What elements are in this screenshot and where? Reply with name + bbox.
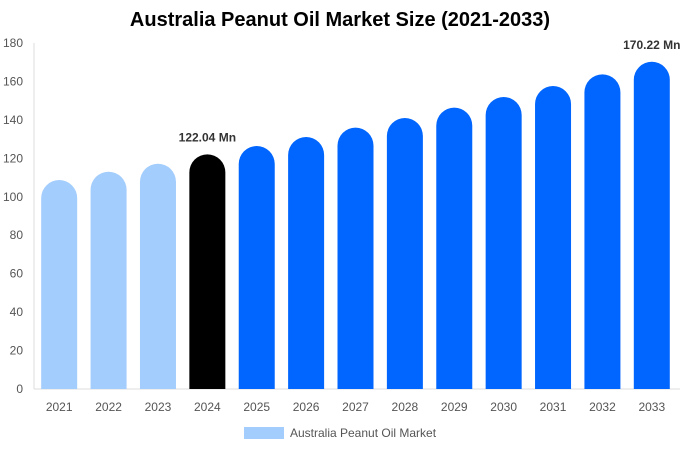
x-tick-label: 2031: [540, 400, 567, 414]
y-tick-label: 80: [10, 228, 24, 242]
bar-2028: [386, 117, 423, 389]
data-label: 170.22 Mn: [623, 38, 680, 52]
legend-swatch: [243, 427, 284, 439]
bar-2032: [584, 74, 621, 390]
y-tick-label: 180: [3, 36, 23, 50]
x-tick-label: 2029: [441, 400, 468, 414]
x-tick-label: 2026: [293, 400, 320, 414]
y-tick-label: 20: [10, 344, 24, 358]
y-tick-label: 140: [3, 113, 23, 127]
x-tick-label: 2023: [145, 400, 172, 414]
data-label: 122.04 Mn: [179, 130, 236, 144]
legend-label: Australia Peanut Oil Market: [289, 426, 437, 440]
bar-2026: [288, 136, 325, 389]
x-tick-label: 2024: [194, 400, 221, 414]
x-tick-label: 2027: [342, 400, 369, 414]
bar-2027: [337, 127, 374, 390]
bar-2030: [485, 97, 522, 389]
x-tick-label: 2032: [589, 400, 616, 414]
x-tick-label: 2033: [638, 400, 665, 414]
y-tick-label: 0: [16, 382, 23, 396]
bar-2023: [139, 163, 176, 389]
bar-2029: [436, 107, 473, 389]
chart-title: Australia Peanut Oil Market Size (2021-2…: [129, 9, 551, 31]
x-tick-label: 2030: [490, 400, 517, 414]
bar-2024: [189, 154, 226, 389]
x-tick-label: 2021: [46, 400, 73, 414]
y-tick-label: 40: [10, 305, 24, 319]
y-tick-label: 100: [3, 190, 23, 204]
bar-2022: [90, 171, 127, 389]
y-tick-label: 120: [3, 151, 23, 165]
y-tick-label: 60: [10, 267, 24, 281]
x-tick-label: 2022: [95, 400, 122, 414]
bar-2025: [238, 146, 275, 389]
bar-2031: [535, 86, 572, 390]
x-tick-label: 2028: [392, 400, 419, 414]
x-tick-label: 2025: [243, 400, 270, 414]
y-tick-label: 160: [3, 74, 23, 88]
bar-2033: [633, 61, 670, 390]
legend: Australia Peanut Oil Market: [0, 426, 680, 440]
bar-2021: [41, 180, 78, 389]
